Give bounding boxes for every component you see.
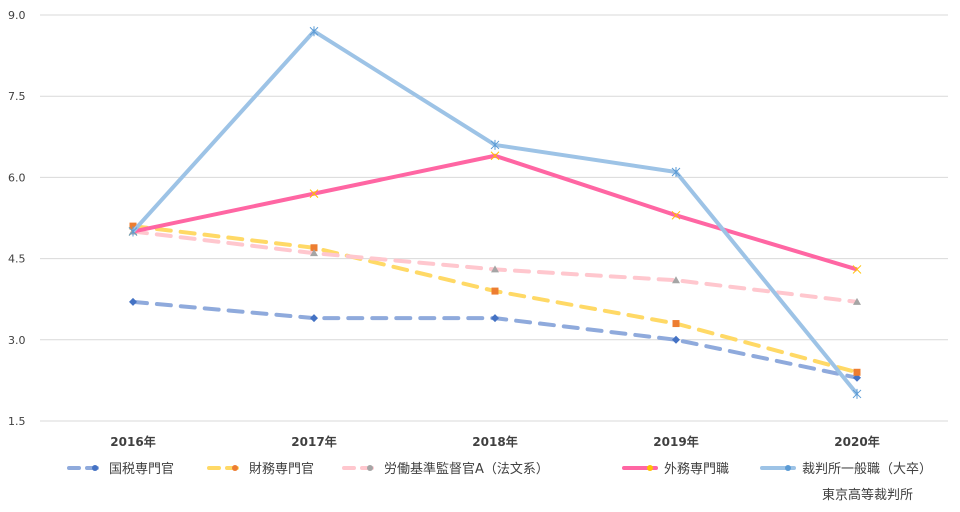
y-tick-label: 1.5	[8, 415, 26, 428]
data-point	[852, 388, 862, 399]
y-tick-label: 3.0	[8, 334, 26, 347]
data-point	[310, 249, 318, 257]
legend-item: 国税専門官	[65, 458, 174, 477]
data-point	[852, 265, 862, 274]
legend-label: 外務専門職	[664, 462, 730, 477]
data-point	[672, 335, 680, 344]
legend-swatch	[760, 464, 796, 471]
data-point	[491, 314, 499, 323]
data-point	[490, 139, 500, 150]
y-tick-label: 6.0	[8, 171, 26, 184]
legend-item: 財務専門官	[205, 458, 314, 477]
legend-label-line2: 東京高等裁判所	[822, 488, 914, 503]
data-point	[310, 244, 318, 252]
data-point	[853, 368, 861, 376]
legend-label: 裁判所一般職（大卒）	[802, 462, 933, 477]
data-point	[491, 265, 499, 273]
data-point	[490, 151, 500, 161]
x-tick-label: 2018年	[472, 434, 517, 449]
x-tick-label: 2017年	[291, 434, 336, 449]
data-point	[672, 276, 680, 284]
legend-item: 労働基準監督官A（法文系）	[340, 458, 549, 477]
legend-swatch	[342, 464, 378, 471]
x-tick-label: 2019年	[653, 434, 698, 449]
data-point	[128, 226, 138, 237]
data-point	[671, 166, 681, 177]
legend-swatch	[622, 464, 658, 471]
plot-area: 1.5 3.0 4.5 6.0 7.5 9.0 2016年 2017年 2018年 2019年 20…	[8, 9, 948, 449]
y-tick-label: 7.5	[8, 90, 26, 103]
legend-label: 労働基準監督官A（法文系）	[384, 462, 549, 477]
data-point	[853, 297, 861, 305]
x-tick-label: 2020年	[834, 434, 879, 449]
y-tick-label: 9.0	[8, 9, 26, 22]
legend-swatch	[67, 464, 103, 471]
legend-item: 裁判所一般職（大卒）	[758, 458, 932, 477]
data-point	[671, 210, 681, 220]
legend-swatch	[207, 464, 243, 471]
legend-label: 国税専門官	[109, 462, 175, 477]
legend-item: 外務専門職	[620, 458, 729, 477]
data-point	[309, 189, 319, 198]
data-point	[129, 222, 137, 230]
data-point	[672, 320, 680, 328]
legend-label: 財務専門官	[249, 462, 315, 477]
series-line-1	[131, 224, 859, 375]
series-line-3	[132, 153, 858, 272]
x-tick-label: 2016年	[110, 434, 155, 449]
data-point	[491, 287, 499, 295]
data-point	[310, 314, 318, 323]
data-point	[129, 297, 137, 306]
data-point	[309, 26, 319, 37]
y-tick-label: 4.5	[8, 253, 26, 266]
